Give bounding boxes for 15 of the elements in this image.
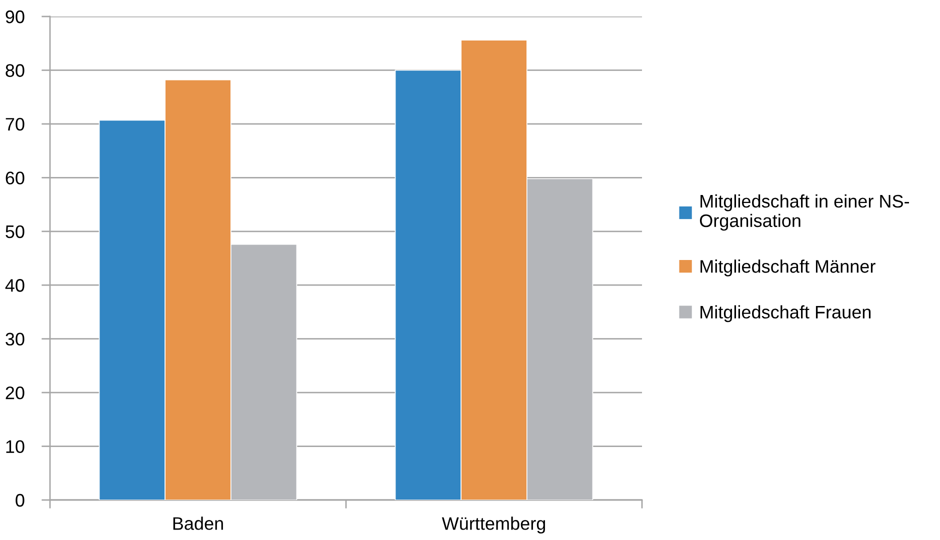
legend-label: Mitgliedschaft in einer NS-Organisation — [700, 194, 910, 231]
legend-label: Mitgliedschaft Männer — [700, 260, 876, 276]
y-tick-label: 10 — [6, 440, 24, 453]
y-tick-label: 70 — [6, 118, 24, 131]
y-tick-label: 50 — [6, 225, 24, 238]
y-tick-label: 40 — [5, 279, 24, 292]
y-tick-label: 0 — [16, 494, 24, 507]
legend-label: Mitgliedschaft Frauen — [700, 305, 871, 322]
y-tick-label: 80 — [6, 64, 24, 77]
y-tick-label: 90 — [6, 10, 24, 24]
x-tick-label: Württemberg — [442, 516, 546, 534]
y-tick-label: 60 — [6, 172, 24, 184]
y-tick-label: 30 — [6, 332, 24, 346]
x-tick-label: Baden — [173, 516, 223, 530]
y-tick-label: 20 — [6, 386, 24, 400]
